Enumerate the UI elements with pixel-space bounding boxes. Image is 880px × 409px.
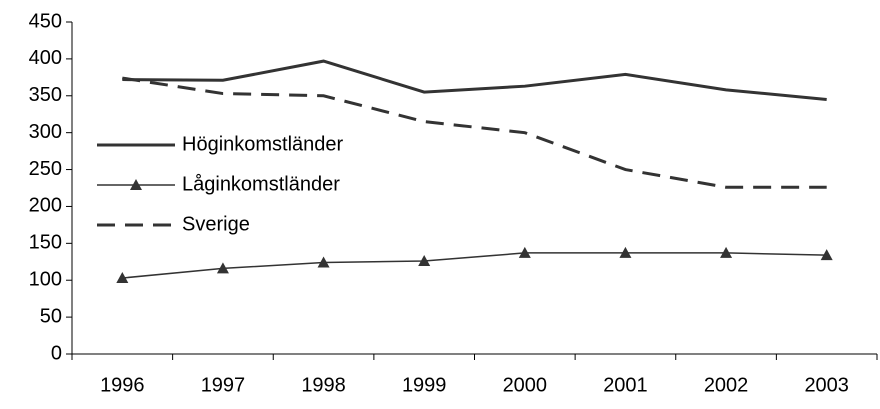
series-line xyxy=(122,76,827,189)
x-tick-label: 1998 xyxy=(301,374,346,396)
marker xyxy=(720,246,733,258)
x-tick-label: 2003 xyxy=(804,374,849,396)
marker xyxy=(418,255,431,267)
y-tick-label: 0 xyxy=(51,342,62,364)
legend-label: Sverige xyxy=(182,213,250,235)
x-tick-label: 2002 xyxy=(704,374,749,396)
marker xyxy=(820,249,833,261)
marker xyxy=(116,272,129,284)
y-tick-label: 150 xyxy=(29,232,62,254)
y-tick-label: 200 xyxy=(29,195,62,217)
series-line xyxy=(122,59,827,101)
x-tick-label: 1997 xyxy=(201,374,246,396)
marker xyxy=(518,246,531,258)
y-tick-label: 50 xyxy=(40,305,62,327)
x-tick-label: 1996 xyxy=(100,374,145,396)
y-tick-label: 400 xyxy=(29,47,62,69)
x-tick-label: 2001 xyxy=(603,374,648,396)
marker xyxy=(317,256,330,268)
marker xyxy=(216,262,229,274)
y-tick-label: 450 xyxy=(29,10,62,32)
legend-marker xyxy=(130,179,142,190)
legend-label: Låginkomstländer xyxy=(182,173,340,195)
legend-label: Höginkomstländer xyxy=(182,133,344,155)
y-tick-label: 250 xyxy=(29,158,62,180)
series-line xyxy=(122,252,827,279)
y-tick-label: 100 xyxy=(29,269,62,291)
x-tick-label: 2000 xyxy=(503,374,548,396)
y-tick-label: 300 xyxy=(29,121,62,143)
y-tick-label: 350 xyxy=(29,84,62,106)
marker xyxy=(619,246,632,258)
x-tick-label: 1999 xyxy=(402,374,447,396)
